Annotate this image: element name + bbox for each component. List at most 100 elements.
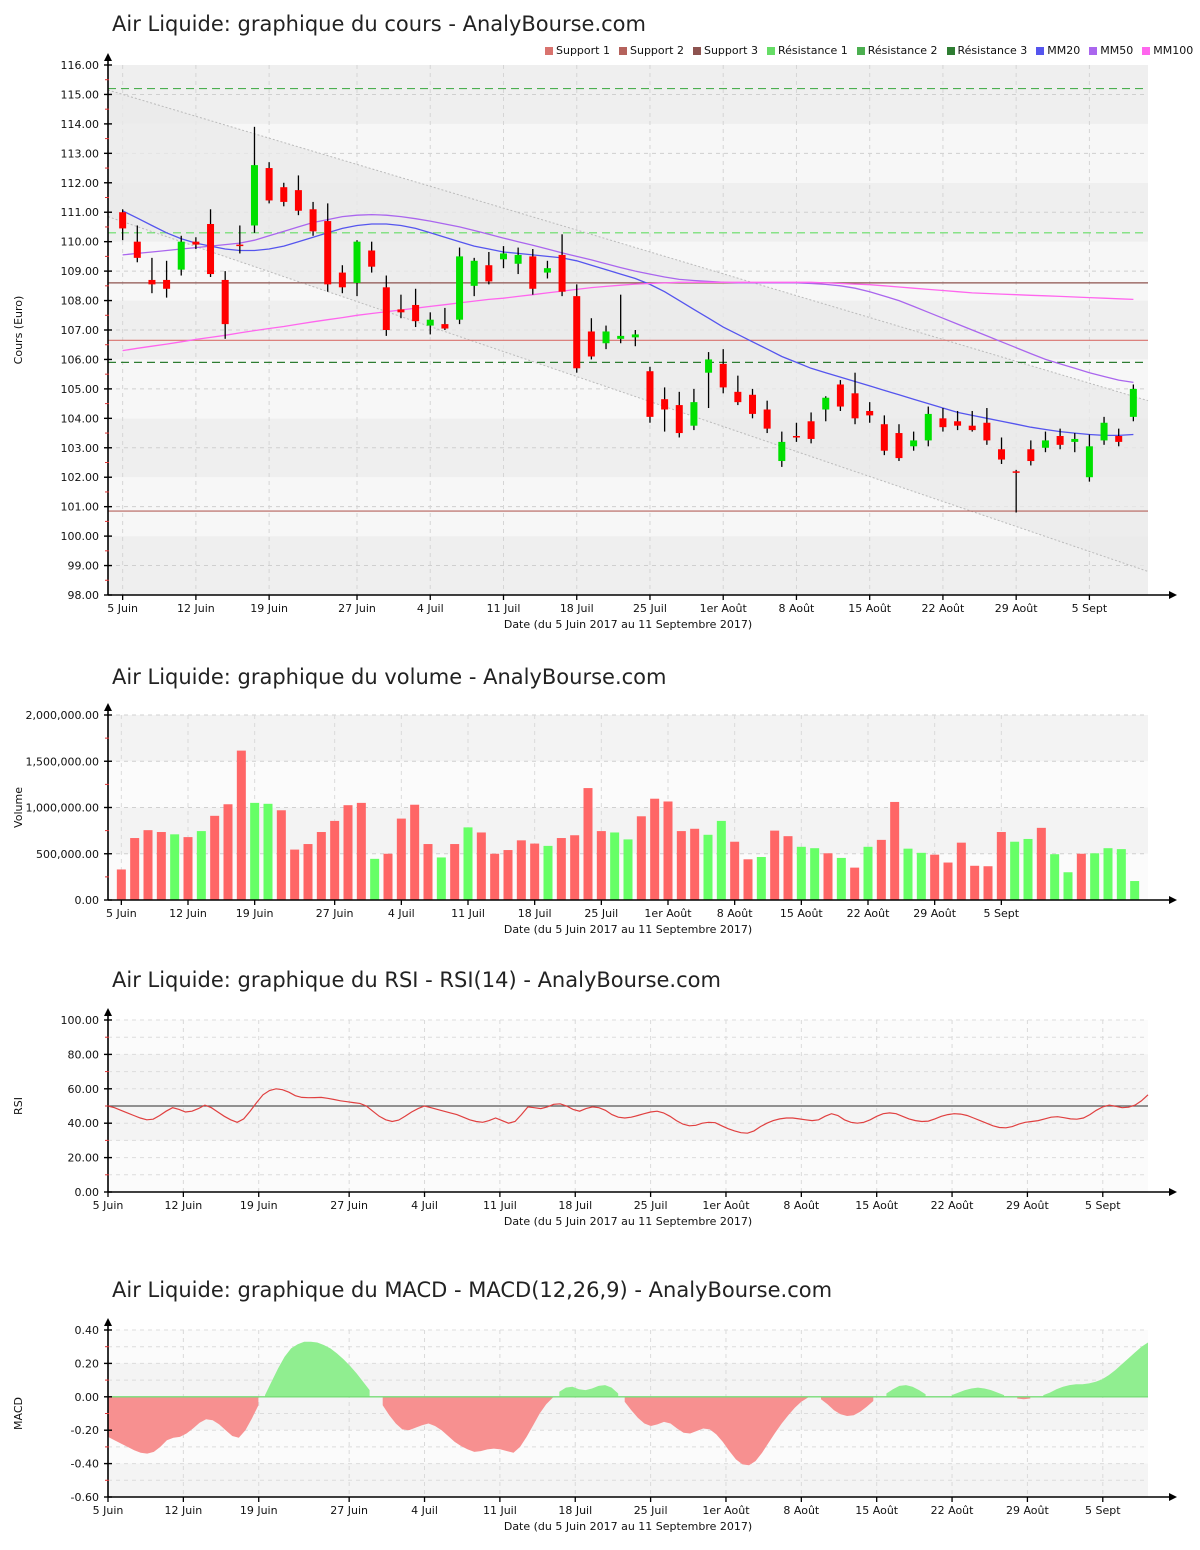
y-axis-arrow-icon — [104, 703, 112, 711]
candle — [499, 253, 507, 260]
volume-bar — [450, 844, 460, 900]
volume-bar — [983, 866, 993, 900]
volume-bar — [570, 835, 580, 900]
macd-positive-area — [559, 1385, 619, 1397]
y-tick-label: 112.00 — [61, 177, 100, 190]
y-tick-label: 0.00 — [75, 1391, 100, 1404]
volume-bar — [490, 853, 500, 900]
price-chart-legend: Support 1 Support 2 Support 3 Résistance 1 R… — [545, 44, 1193, 57]
x-tick-label: 29 Août — [995, 602, 1039, 615]
candle — [470, 260, 478, 286]
macd-positive-area — [951, 1387, 1005, 1397]
volume-bar — [943, 862, 953, 900]
x-tick-label: 18 Juil — [558, 1504, 592, 1517]
volume-bar — [116, 869, 126, 900]
legend-item-6: MM20 — [1036, 44, 1080, 57]
candlesticks — [119, 126, 1137, 513]
candle — [558, 254, 566, 292]
y-axis-arrow-icon — [104, 53, 112, 61]
y-tick-label: 80.00 — [68, 1048, 100, 1061]
candle — [441, 324, 449, 329]
candle — [910, 440, 918, 447]
volume-bar — [783, 836, 793, 900]
candle — [177, 241, 185, 270]
x-tick-label: 22 Août — [922, 602, 966, 615]
x-tick-label: 22 Août — [847, 907, 891, 920]
x-tick-label: 4 Juil — [388, 907, 415, 920]
trend-channel — [107, 89, 1149, 572]
candle — [485, 265, 493, 282]
y-tick-label: 100.00 — [61, 530, 100, 543]
candle — [998, 449, 1006, 460]
price-chart-title: Air Liquide: graphique du cours - AnalyB… — [112, 12, 646, 36]
volume-bar — [1023, 838, 1033, 900]
legend-item-1: Support 2 — [618, 44, 684, 57]
legend-item-0: Support 1 — [545, 44, 610, 57]
volume-bar — [343, 805, 353, 900]
volume-chart-panel: Air Liquide: graphique du volume - Analy… — [0, 655, 1200, 955]
volume-bar — [956, 842, 966, 900]
x-tick-label: 19 Juin — [250, 602, 288, 615]
candle — [822, 397, 830, 410]
candle — [968, 425, 976, 431]
y-tick-label: 103.00 — [61, 442, 100, 455]
candle — [705, 359, 713, 373]
candle — [1041, 440, 1049, 448]
x-tick-label: 11 Juil — [483, 1504, 517, 1517]
candle — [836, 384, 844, 407]
volume-bar — [370, 858, 380, 900]
x-tick-label: 29 Août — [1006, 1504, 1050, 1517]
candle — [163, 279, 171, 289]
candle — [954, 421, 962, 426]
candle — [1085, 446, 1093, 478]
x-axis-arrow-icon — [1169, 1188, 1177, 1196]
y-tick-label: 1,500,000.00 — [26, 755, 99, 768]
legend-swatch-icon — [545, 46, 553, 55]
x-tick-label: 11 Juil — [487, 602, 521, 615]
plot-background — [108, 1140, 1148, 1192]
x-tick-label: 4 Juil — [411, 1199, 438, 1212]
candle — [236, 244, 244, 247]
x-tick-label: 8 Août — [783, 1199, 820, 1212]
volume-bar — [143, 830, 153, 900]
x-tick-label: 15 Août — [780, 907, 824, 920]
volume-bar — [210, 815, 220, 900]
candle — [573, 296, 581, 369]
legend-label: MM50 — [1100, 44, 1134, 57]
candle — [807, 421, 815, 439]
volume-bar — [516, 840, 526, 900]
legend-item-3: Résistance 1 — [766, 44, 848, 57]
y-tick-label: 0.00 — [75, 894, 100, 907]
x-tick-label: 12 Juin — [177, 602, 215, 615]
candle — [265, 168, 273, 201]
candle — [412, 304, 420, 322]
x-tick-label: 5 Sept — [1085, 1504, 1121, 1517]
candle — [602, 331, 610, 344]
volume-bar — [1130, 881, 1140, 900]
y-axis-title: Volume — [12, 787, 25, 828]
x-tick-label: 5 Sept — [1072, 602, 1108, 615]
y-tick-label: 99.00 — [68, 560, 100, 573]
volume-bar — [463, 827, 473, 900]
x-tick-label: 5 Juin — [107, 602, 138, 615]
legend-label: Résistance 2 — [867, 44, 938, 57]
x-tick-label: 18 Juil — [558, 1199, 592, 1212]
candle — [529, 256, 537, 289]
candle — [675, 405, 683, 434]
volume-bar — [970, 865, 980, 900]
macd-negative-area — [382, 1396, 553, 1453]
candle — [1056, 436, 1064, 445]
volume-bar — [396, 818, 406, 900]
x-tick-label: 25 Juil — [634, 1504, 668, 1517]
y-tick-label: 98.00 — [68, 589, 100, 602]
volume-bar — [623, 839, 633, 900]
candle — [280, 187, 288, 202]
volume-bar — [503, 850, 513, 900]
legend-item-5: Résistance 3 — [946, 44, 1027, 57]
x-tick-label: 8 Août — [717, 907, 754, 920]
legend-label: Résistance 1 — [777, 44, 848, 57]
y-tick-label: 0.40 — [75, 1324, 100, 1337]
y-tick-label: 60.00 — [68, 1083, 100, 1096]
macd-negative-area — [821, 1396, 874, 1416]
